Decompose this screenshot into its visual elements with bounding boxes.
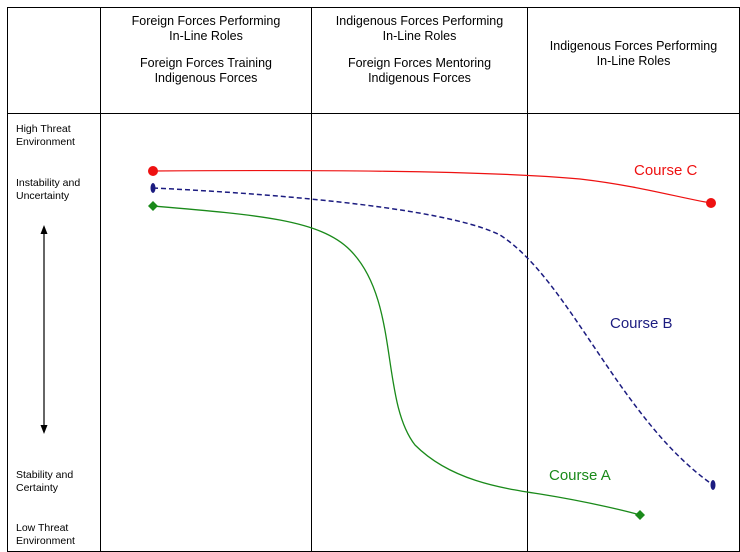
low-threat-line-2: Environment — [16, 535, 75, 547]
course-c-start-marker — [148, 166, 158, 176]
course-b-end-marker — [710, 480, 716, 490]
stability-label: Stability and Certainty — [16, 469, 73, 495]
column-2-line-1: Indigenous Forces Performing — [335, 14, 504, 28]
course-b-label: Course B — [610, 315, 673, 332]
column-1-line-3: Foreign Forces Training — [139, 56, 272, 70]
column-2-line-4: Indigenous Forces — [368, 71, 471, 85]
threat-scale-arrow — [40, 225, 48, 434]
column-1-line-4: Indigenous Forces — [154, 71, 258, 85]
instability-label: Instability and Uncertainty — [16, 177, 80, 203]
low-threat-line-1: Low Threat — [16, 522, 69, 534]
low-threat-label: Low Threat Environment — [16, 522, 75, 548]
diagram-frame — [7, 7, 740, 552]
course-b-start-marker — [150, 183, 156, 193]
column-2-line-3: Foreign Forces Mentoring — [347, 56, 492, 70]
instability-line-1: Instability and — [16, 177, 81, 189]
course-a-end-marker — [635, 510, 645, 520]
column-2-line-2: In-Line Roles — [382, 29, 457, 43]
high-threat-line-1: High Threat — [16, 123, 71, 135]
column-1-line-1: Foreign Forces Performing — [131, 14, 281, 28]
course-c-label: Course C — [634, 162, 698, 179]
stability-line-1: Stability and — [16, 469, 74, 481]
course-c-end-marker — [706, 198, 716, 208]
high-threat-label: High Threat Environment — [16, 123, 75, 149]
column-header-1: Foreign Forces Performing In-Line Roles … — [101, 14, 311, 86]
course-c-line — [152, 169, 712, 204]
course-a-start-marker — [148, 201, 158, 211]
course-b-line — [152, 187, 714, 486]
high-threat-line-2: Environment — [16, 136, 75, 148]
column-header-3: Indigenous Forces Performing In-Line Rol… — [528, 39, 739, 69]
course-a-line — [152, 205, 641, 516]
instability-line-2: Uncertainty — [16, 190, 70, 202]
column-3-line-1: Indigenous Forces Performing — [549, 39, 718, 53]
stability-line-2: Certainty — [16, 482, 59, 494]
column-3-line-2: In-Line Roles — [596, 54, 671, 68]
course-a-label: Course A — [549, 467, 611, 484]
column-header-2: Indigenous Forces Performing In-Line Rol… — [312, 14, 527, 86]
column-1-line-2: In-Line Roles — [169, 29, 243, 43]
